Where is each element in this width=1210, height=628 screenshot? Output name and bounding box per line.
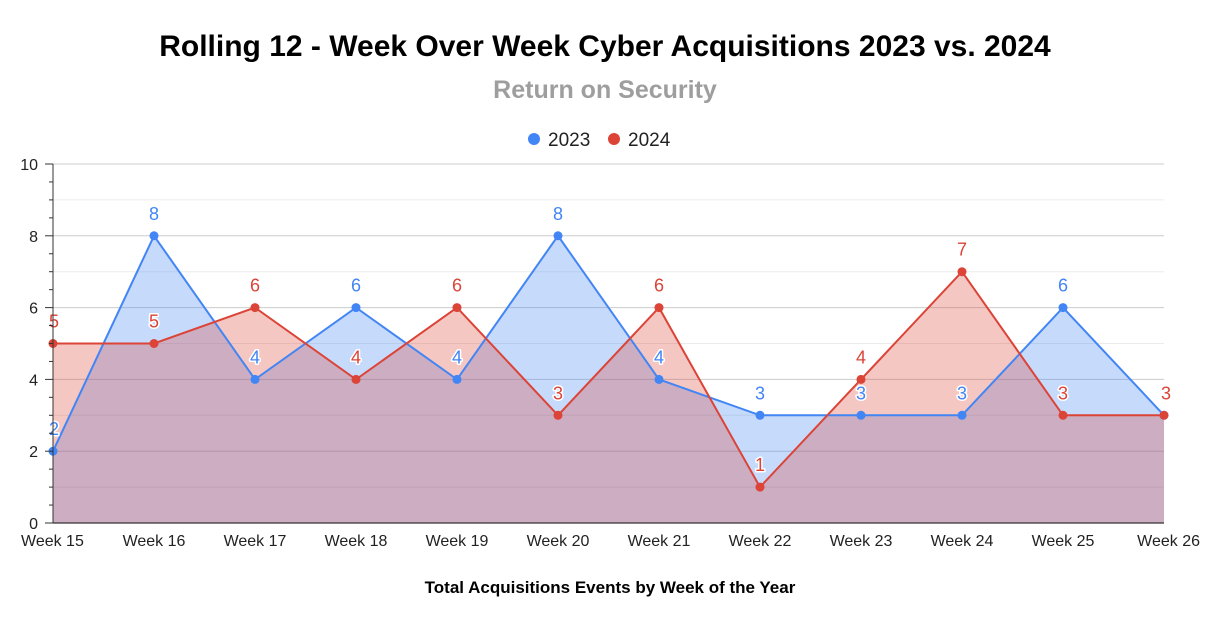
data-label-2023: 3: [856, 383, 866, 403]
legend-item-2023[interactable]: 2023: [528, 130, 590, 151]
data-point-2023: [149, 231, 159, 241]
y-tick-label: 4: [29, 372, 38, 389]
data-label-2024: 5: [49, 312, 59, 332]
data-label-2023: 4: [250, 347, 260, 367]
data-label-2023: 8: [149, 204, 159, 224]
data-label-2024: 6: [250, 276, 260, 296]
legend[interactable]: 2023 2024: [528, 130, 671, 151]
data-label-2024: 1: [755, 455, 765, 475]
data-label-2023: 8: [553, 204, 563, 224]
line-series-2024: [53, 270, 1164, 489]
x-tick-label: Week 20: [527, 533, 590, 550]
data-label-2024: 7: [957, 240, 967, 260]
data-point-2023: [250, 374, 260, 384]
area-layer: [53, 235, 1164, 524]
grid-layer: [53, 163, 1164, 488]
data-point-2023: [452, 374, 462, 384]
data-point-2023: [654, 374, 664, 384]
data-point-2024: [553, 410, 563, 420]
data-label-2024: 4: [351, 347, 361, 367]
data-point-2024: [149, 339, 159, 348]
legend-label-2024: 2024: [628, 130, 671, 151]
data-label-2024: 4: [856, 347, 866, 367]
x-tick-label: Week 22: [729, 533, 792, 550]
data-point-2024: [957, 267, 967, 277]
chart-title: Rolling 12 - Week Over Week Cyber Acquis…: [159, 30, 1051, 63]
data-label-2023: 2: [49, 419, 59, 439]
data-label-2023: 3: [755, 383, 765, 403]
data-point-2024: [1159, 410, 1169, 420]
data-point-2023: [553, 231, 563, 241]
data-label-2024: 3: [1161, 383, 1171, 403]
data-label-2023: 3: [957, 383, 967, 403]
legend-item-2024[interactable]: 2024: [608, 130, 671, 151]
x-axis-title: Total Acquisitions Events by Week of the…: [425, 578, 796, 597]
x-tick-label: Week 21: [628, 533, 691, 550]
x-tick-label: Week 26: [1137, 533, 1200, 550]
x-tick-label: Week 24: [931, 533, 994, 550]
data-label-2023: 6: [1058, 276, 1068, 296]
data-point-2023: [957, 410, 967, 420]
y-tick-label: 10: [20, 157, 38, 174]
y-tick-label: 6: [29, 301, 38, 318]
line-layer: [52, 233, 1165, 489]
legend-label-2023: 2023: [548, 130, 590, 151]
x-tick-label: Week 16: [123, 533, 186, 550]
x-tick-label: Week 19: [426, 533, 489, 550]
data-label-2023: 4: [452, 347, 462, 367]
data-label-2023: 4: [654, 347, 664, 367]
data-label-2023: 3: [1161, 383, 1171, 403]
point-layer: [48, 231, 1169, 492]
data-point-2024: [351, 374, 361, 384]
data-point-2024: [1058, 410, 1068, 420]
data-point-2024: [654, 303, 664, 313]
area-series-2024: [53, 271, 1164, 523]
data-label-2024: 3: [1058, 383, 1068, 403]
line-series-2023: [52, 233, 1165, 452]
data-point-2024: [755, 482, 765, 492]
axis-layer: 0 2 4 6 8 10 Week 15 Week 16 Week 17 Week 18 Week …: [20, 157, 1200, 550]
data-point-2024: [856, 374, 866, 384]
chart-subtitle: Return on Security: [493, 76, 717, 104]
x-tick-label: Week 18: [325, 533, 388, 550]
y-tick-label: 0: [29, 516, 38, 533]
data-point-2024: [250, 303, 260, 313]
x-tick-label: Week 23: [830, 533, 893, 550]
area-series-2023: [53, 235, 1164, 524]
data-label-2024: 6: [654, 276, 664, 296]
x-tick-label: Week 15: [21, 533, 84, 550]
data-label-2024: 5: [149, 312, 159, 332]
data-point-2023: [1058, 303, 1068, 313]
legend-marker-2024: [608, 133, 620, 145]
legend-marker-2023: [528, 133, 540, 145]
y-tick-label: 2: [29, 444, 38, 461]
data-label-2024: 3: [553, 383, 563, 403]
x-tick-label: Week 25: [1032, 533, 1095, 550]
data-point-2023: [755, 410, 765, 420]
data-point-2024: [452, 303, 462, 313]
data-label-2023: 6: [351, 276, 361, 296]
data-point-2023: [351, 303, 361, 313]
data-point-2023: [856, 410, 866, 420]
x-tick-label: Week 17: [224, 533, 287, 550]
y-tick-label: 8: [29, 229, 38, 246]
data-label-2024: 6: [452, 276, 462, 296]
